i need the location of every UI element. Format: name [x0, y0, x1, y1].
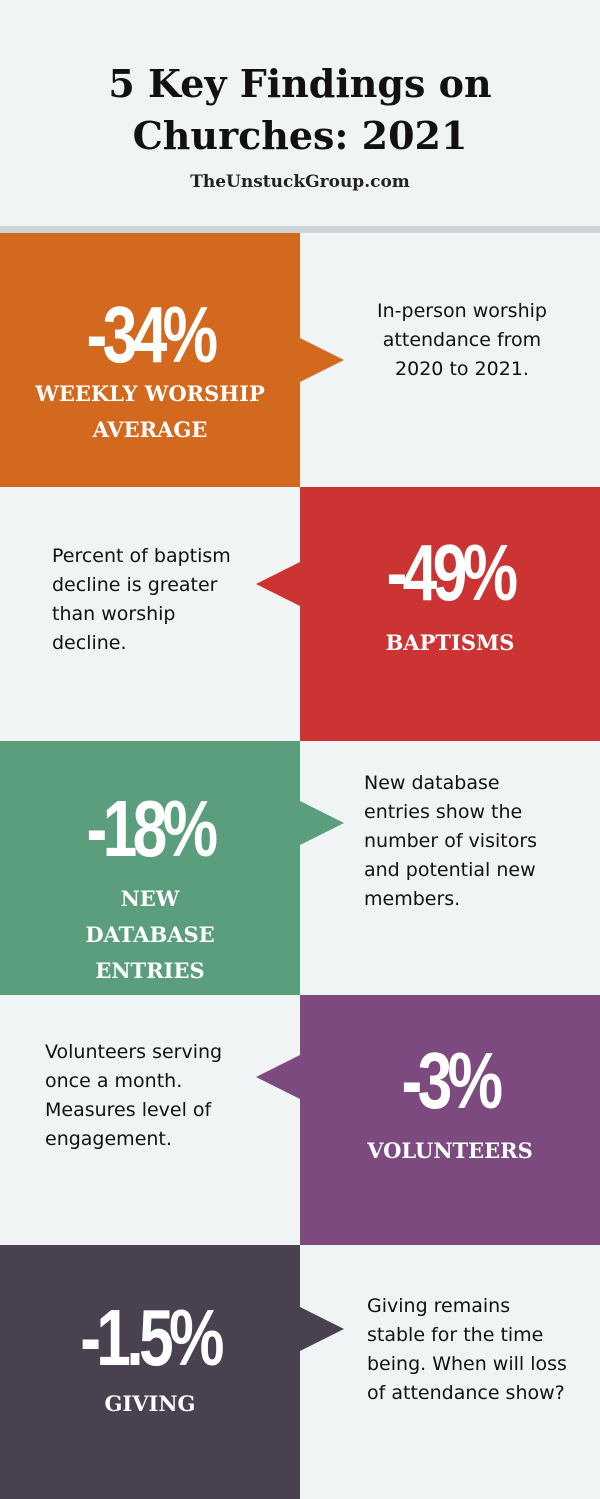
stat-value: -49%	[386, 528, 519, 617]
finding-description: New database entries show the number of …	[364, 772, 538, 910]
stat-panel: -49% BAPTISMS	[300, 487, 600, 741]
stat-label-line: ENTRIES	[95, 958, 205, 983]
stat-label: WEEKLY WORSHIP AVERAGE	[0, 376, 300, 448]
stat-value: -18%	[86, 784, 219, 873]
finding-description: Volunteers serving once a month. Measure…	[45, 1041, 223, 1150]
pointer-arrow	[300, 1307, 344, 1351]
stat-panel: -34% WEEKLY WORSHIP AVERAGE	[0, 233, 300, 487]
stat-label-line: AVERAGE	[92, 417, 208, 442]
divider	[0, 226, 600, 233]
stat-label-line: GIVING	[104, 1391, 196, 1416]
title-line-2: Churches: 2021	[132, 113, 468, 158]
pointer-arrow	[256, 562, 300, 606]
stat-value: -3%	[401, 1036, 504, 1125]
stat-label: BAPTISMS	[300, 625, 600, 661]
pointer-arrow	[300, 338, 344, 382]
stat-panel: -1.5% GIVING	[0, 1245, 300, 1499]
title-line-1: 5 Key Findings on	[108, 61, 492, 106]
pointer-arrow	[300, 801, 344, 845]
stat-label: NEW DATABASE ENTRIES	[0, 881, 300, 989]
pointer-arrow	[256, 1055, 300, 1099]
stat-value: -34%	[86, 290, 219, 379]
finding-volunteers: Volunteers serving once a month. Measure…	[0, 995, 600, 1249]
stat-label: GIVING	[0, 1386, 300, 1422]
finding-description: Percent of baptism decline is greater th…	[52, 545, 231, 654]
header: 5 Key Findings on Churches: 2021 TheUnst…	[0, 0, 600, 226]
stat-panel: -3% VOLUNTEERS	[300, 995, 600, 1249]
stat-value: -1.5%	[80, 1293, 224, 1382]
stat-panel: -18% NEW DATABASE ENTRIES	[0, 741, 300, 995]
finding-description: Giving remains stable for the time being…	[367, 1295, 567, 1404]
finding-weekly-worship: -34% WEEKLY WORSHIP AVERAGE In-person wo…	[0, 233, 600, 487]
stat-label-line: VOLUNTEERS	[367, 1138, 533, 1163]
finding-description: In-person worship attendance from 2020 t…	[377, 300, 547, 380]
finding-baptisms: Percent of baptism decline is greater th…	[0, 487, 600, 741]
stat-label-line: NEW	[120, 886, 180, 911]
stat-label: VOLUNTEERS	[300, 1133, 600, 1169]
stat-label-line: WEEKLY WORSHIP	[35, 381, 265, 406]
stat-label-line: DATABASE	[85, 922, 215, 947]
page-title: 5 Key Findings on Churches: 2021	[0, 58, 600, 162]
stat-label-line: BAPTISMS	[385, 630, 515, 655]
finding-giving: -1.5% GIVING Giving remains stable for t…	[0, 1245, 600, 1499]
finding-new-database-entries: -18% NEW DATABASE ENTRIES New database e…	[0, 741, 600, 995]
site-url: TheUnstuckGroup.com	[190, 172, 410, 192]
